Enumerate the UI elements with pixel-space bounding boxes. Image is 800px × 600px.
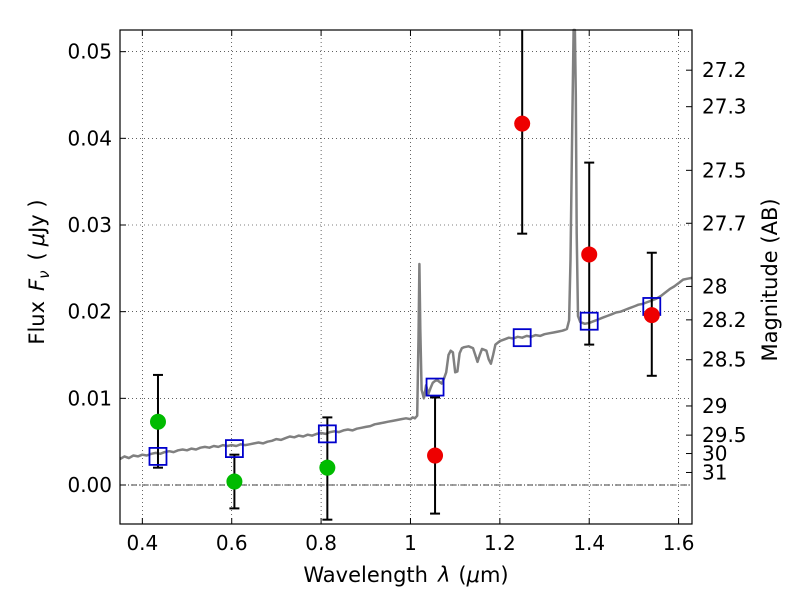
magnitude-tick-label: 27.2 <box>702 58 747 82</box>
observed-nir-point <box>427 447 444 464</box>
plot-frame <box>119 29 693 525</box>
x-axis-label-unit-rest: m) <box>480 563 509 587</box>
model-photometry-square <box>425 377 445 397</box>
y-tick-label: 0.01 <box>67 386 112 410</box>
magnitude-tick-label: 27.7 <box>702 211 747 235</box>
observed-nir-point <box>581 246 598 263</box>
model-photometry-square <box>224 439 244 459</box>
y-axis-label-unit-mu: μ <box>25 233 49 247</box>
observed-optical-point <box>226 473 243 490</box>
model-photometry-square <box>317 424 337 444</box>
model-photometry-square <box>512 328 532 348</box>
x-axis-label-text: Wavelength <box>303 563 428 587</box>
observed-nir-point <box>643 307 660 324</box>
observed-nir-point <box>514 115 531 132</box>
y-axis-label-text: Flux <box>25 301 49 345</box>
x-axis-label-unit-open: ( <box>458 563 466 587</box>
x-axis-label: Wavelength λ (μm) <box>303 563 508 587</box>
x-axis-label-unit-mu: μ <box>466 563 480 587</box>
magnitude-tick-label: 30 <box>702 442 727 466</box>
magnitude-tick-label: 29.5 <box>702 423 747 447</box>
data-markers <box>148 115 662 490</box>
magnitude-tick-label: 27.3 <box>702 95 747 119</box>
x-tick-label: 0.4 <box>126 531 158 555</box>
x-tick-label: 0.8 <box>305 531 337 555</box>
x-axis-ticks: 0.4 0.6 0.8 1 1.2 1.4 1.6 <box>126 30 695 555</box>
model-photometry-square <box>148 446 168 466</box>
y-tick-label: 0.05 <box>67 40 112 64</box>
spectrum-line <box>119 28 693 461</box>
x-tick-label: 0.6 <box>216 531 248 555</box>
x-tick-label: 1 <box>404 531 417 555</box>
y-tick-label: 0.00 <box>67 473 112 497</box>
observed-optical-point <box>319 459 336 476</box>
model-spectrum <box>119 28 693 461</box>
y-tick-label: 0.04 <box>67 126 112 150</box>
x-tick-label: 1.2 <box>484 531 516 555</box>
x-tick-label: 1.6 <box>663 531 695 555</box>
magnitude-tick-label: 28.5 <box>702 348 747 372</box>
y-axis-ticks: 0.00 0.01 0.02 0.03 0.04 0.05 <box>67 40 126 497</box>
observed-optical-point <box>149 413 166 430</box>
magnitude-tick-label: 28 <box>702 274 727 298</box>
x-axis-label-symbol: λ <box>437 563 450 587</box>
x-tick-label: 1.4 <box>573 531 605 555</box>
magnitude-tick-label: 27.5 <box>702 158 747 182</box>
magnitude-tick-label: 29 <box>702 394 727 418</box>
y-axis-label-symbol: F <box>25 278 49 291</box>
model-photometry-square <box>579 311 599 331</box>
y-axis-label: Flux Fν ( μJy ) <box>25 199 53 344</box>
magnitude-axis-label: Magnitude (AB) <box>758 198 782 361</box>
magnitude-tick-label: 31 <box>702 460 727 484</box>
y-axis-label-unit-open: ( <box>25 252 49 260</box>
y-tick-label: 0.03 <box>67 213 112 237</box>
magnitude-tick-label: 28.2 <box>702 308 747 332</box>
y-axis-label-unit-rest: Jy ) <box>25 199 49 235</box>
y-tick-label: 0.02 <box>67 300 112 324</box>
y-axis-label-subscript: ν <box>35 270 53 278</box>
